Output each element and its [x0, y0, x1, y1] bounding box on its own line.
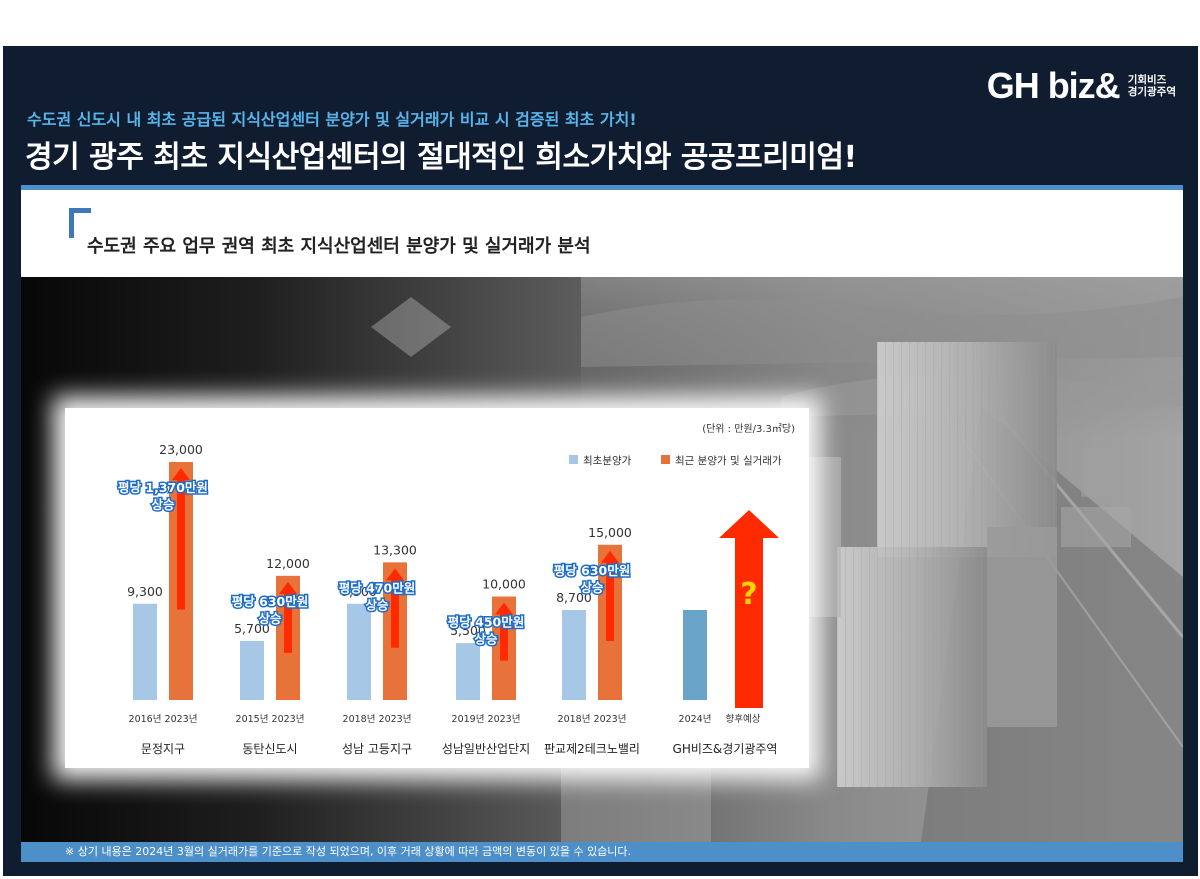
year-label: 2023년 [379, 714, 412, 725]
increase-annotation: 상승 [580, 580, 604, 595]
bar-initial [133, 603, 157, 700]
category-label: 문정지구 [141, 742, 185, 756]
legend-label: 최초분양가 [583, 455, 632, 467]
category-label: 성남 고등지구 [342, 742, 412, 756]
section-title-card: 수도권 주요 업무 권역 최초 지식산업센터 분양가 및 실거래가 분석 [21, 190, 1183, 277]
data-label-recent: 12,000 [266, 556, 310, 571]
increase-annotation: 평당 1,370만원 [118, 480, 208, 495]
subheadline: 수도권 신도시 내 최초 공급된 지식산업센터 분양가 및 실거래가 비교 시 … [27, 110, 637, 129]
increase-arrow-icon [279, 581, 297, 653]
increase-arrow-icon [495, 602, 513, 661]
increase-annotation: 상승 [365, 597, 389, 612]
category-label: 동탄신도시 [242, 742, 297, 756]
chart-unit-label: (단위 : 만원/3.3㎡당) [702, 422, 795, 435]
increase-arrow-icon [386, 568, 404, 648]
increase-annotation: 상승 [258, 611, 282, 626]
increase-annotation: 평당 450만원 [448, 615, 524, 630]
year-label: 2023년 [488, 714, 521, 725]
logo-wordmark: GH biz& [986, 65, 1121, 106]
year-label: 2018년 [343, 714, 376, 725]
bar-initial [347, 603, 371, 700]
year-label: 2023년 [272, 714, 305, 725]
accent-divider [21, 185, 1183, 190]
data-label-initial: 5,500 [450, 623, 486, 638]
data-label-initial: 8,700 [556, 590, 592, 605]
data-label-recent: 10,000 [482, 577, 526, 592]
diamond-watermark-icon [371, 297, 451, 357]
question-mark: ? [740, 577, 757, 612]
increase-annotation: 평당 630만원 [232, 594, 308, 609]
legend-label: 최근 분양가 및 실거래가 [675, 455, 782, 467]
price-comparison-chart: (단위 : 만원/3.3㎡당) 최초분양가 최근 분양가 및 실거래가 9,300 20… [65, 408, 809, 768]
year-label: 2018년 [558, 714, 591, 725]
section-title: 수도권 주요 업무 권역 최초 지식산업센터 분양가 및 실거래가 분석 [87, 236, 591, 257]
increase-annotation: 상승 [151, 497, 175, 512]
caption-bar: ※ 상기 내용은 2024년 3월의 실거래가를 기준으로 작성 되었으며, 이… [21, 842, 1183, 862]
bar-initial [683, 609, 707, 700]
chart-canvas: (단위 : 만원/3.3㎡당) 최초분양가 최근 분양가 및 실거래가 9,300 20… [117, 422, 796, 756]
legend-swatch [569, 455, 578, 464]
data-label-initial: 9,300 [341, 584, 377, 599]
bar-initial [240, 641, 264, 700]
brand-logo: GH biz& 기회비즈 경기광주역 [987, 68, 1176, 104]
logo-sub-line1: 기회비즈 [1127, 74, 1167, 86]
logo-subtitle: 기회비즈 경기광주역 [1128, 74, 1176, 98]
year-label: 향후예상 [726, 713, 761, 725]
content-panel: GH biz& 기회비즈 경기광주역 수도권 신도시 내 최초 공급된 지식산업… [3, 46, 1198, 876]
year-label: 2015년 [236, 714, 269, 725]
logo-sub-line2: 경기광주역 [1127, 86, 1176, 98]
data-label-recent: 23,000 [159, 442, 203, 457]
year-label: 2019년 [452, 714, 485, 725]
footnote: ※ 상기 내용은 2024년 3월의 실거래가를 기준으로 작성 되었으며, 이… [65, 845, 632, 858]
increase-arrow-icon [172, 468, 190, 610]
future-arrow-icon [719, 510, 779, 708]
legend-swatch [661, 455, 670, 464]
year-label: 2023년 [165, 714, 198, 725]
increase-annotation: 평당 630만원 [554, 563, 630, 578]
category-label: 성남일반산업단지 [442, 742, 530, 756]
bracket-icon [69, 208, 91, 238]
category-label: 판교제2테크노밸리 [544, 742, 640, 756]
increase-annotation: 상승 [474, 632, 498, 647]
data-label-initial: 9,300 [127, 584, 163, 599]
bar-initial [456, 643, 480, 700]
headline: 경기 광주 최초 지식산업센터의 절대적인 희소가치와 공공프리미엄! [25, 140, 857, 175]
category-label: GH비즈&경기광주역 [673, 742, 778, 756]
data-label-recent: 15,000 [588, 525, 632, 540]
data-label-recent: 13,300 [373, 542, 417, 557]
bar-initial [562, 609, 586, 700]
year-label: 2023년 [594, 714, 627, 725]
increase-annotation: 평당 470만원 [339, 580, 415, 595]
data-label-initial: 5,700 [234, 621, 270, 636]
year-label: 2024년 [679, 714, 712, 725]
increase-arrow-icon [601, 550, 619, 642]
year-label: 2016년 [129, 714, 162, 725]
